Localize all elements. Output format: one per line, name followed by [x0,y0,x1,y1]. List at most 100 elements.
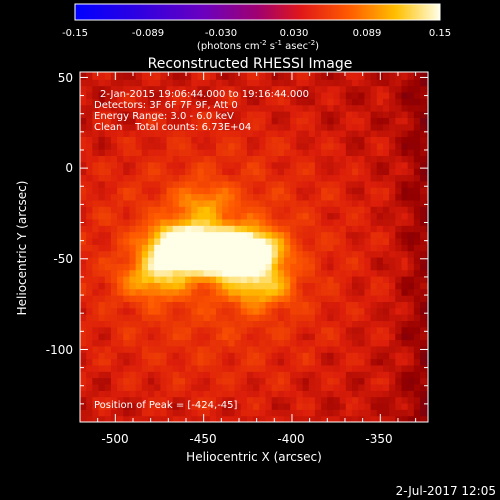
heatmap-cell [185,136,192,144]
heatmap-cell [160,104,168,112]
heatmap-cell [197,136,205,144]
heatmap-cell [234,409,242,417]
heatmap-cell [110,396,118,404]
heatmap-cell [413,168,421,176]
heatmap-cell [265,269,273,277]
heatmap-cell [80,206,87,214]
heatmap-cell [358,390,365,398]
heatmap-cell [160,91,168,99]
heatmap-cell [197,250,205,258]
heatmap-cell [98,225,106,233]
heatmap-cell [178,276,186,283]
heatmap-cell [296,276,304,283]
heatmap-cell [185,237,192,245]
heatmap-cell [395,104,403,112]
heatmap-cell [358,155,365,163]
heatmap-cell [395,402,403,410]
heatmap-cell [395,409,403,417]
heatmap-cell [364,314,372,322]
heatmap-cell [395,110,403,118]
heatmap-cell [345,231,353,239]
heatmap-cell [358,383,365,391]
heatmap-cell [166,231,174,239]
heatmap-cell [203,333,211,341]
heatmap-cell [197,85,205,93]
heatmap-cell [209,206,217,214]
heatmap-cell [395,72,403,74]
heatmap-cell [420,123,427,131]
heatmap-cell [154,72,161,74]
heatmap-cell [277,263,285,271]
heatmap-cell [117,409,124,417]
heatmap-cell [370,390,378,398]
heatmap-cell [117,136,124,144]
heatmap-cell [308,282,316,290]
heatmap-cell [234,301,242,309]
heatmap-cell [413,244,421,252]
heatmap-cell [358,314,365,322]
heatmap-cell [401,193,409,201]
heatmap-cell [401,187,409,195]
heatmap-cell [308,383,316,391]
heatmap-cell [222,326,229,334]
heatmap-cell [104,155,112,163]
heatmap-cell [104,231,112,239]
heatmap-cell [290,364,297,372]
heatmap-cell [333,269,341,277]
heatmap-cell [395,371,403,379]
heatmap-cell [364,218,372,226]
heatmap-cell [160,187,168,195]
heatmap-cell [327,358,335,366]
heatmap-cell [345,174,353,182]
heatmap-cell [222,402,229,410]
heatmap-cell [296,396,304,404]
heatmap-cell [333,409,341,417]
heatmap-cell [197,123,205,131]
heatmap-cell [98,276,106,283]
heatmap-cell [370,256,378,264]
heatmap-cell [110,269,118,277]
heatmap-cell [228,130,236,137]
heatmap-cell [382,206,390,214]
heatmap-cell [284,225,291,233]
heatmap-cell [277,85,285,93]
heatmap-cell [148,225,155,233]
heatmap-cell [333,218,341,226]
heatmap-cell [110,352,118,360]
heatmap-cell [284,199,291,207]
heatmap-cell [265,218,273,226]
heatmap-cell [314,352,322,360]
heatmap-cell [240,301,248,309]
heatmap-cell [209,326,217,334]
heatmap-cell [80,149,87,157]
heatmap-cell [314,402,322,410]
heatmap-cell [234,276,242,283]
x-tick-label: -350 [365,432,392,446]
heatmap-cell [123,123,131,131]
heatmap-cell [389,199,396,207]
heatmap-cell [352,244,359,252]
heatmap-cell [86,206,93,214]
heatmap-cell [308,326,316,334]
heatmap-cell [154,396,161,404]
heatmap-cell [98,345,106,353]
heatmap-cell [314,231,322,239]
heatmap-cell [302,237,310,245]
heatmap-cell [154,377,161,385]
heatmap-cell [345,168,353,176]
heatmap-cell [104,371,112,379]
heatmap-cell [296,187,304,195]
heatmap-cell [228,301,236,309]
heatmap-cell [216,326,223,334]
heatmap-cell [382,409,390,417]
heatmap-cell [333,231,341,239]
heatmap-cell [135,187,143,195]
heatmap-cell [104,364,112,372]
heatmap-cell [135,85,143,93]
heatmap-cell [141,345,149,353]
heatmap-cell [135,409,143,417]
heatmap-cell [327,409,335,417]
heatmap-cell [308,339,316,347]
heatmap-cell [290,212,297,220]
heatmap-cell [290,396,297,404]
